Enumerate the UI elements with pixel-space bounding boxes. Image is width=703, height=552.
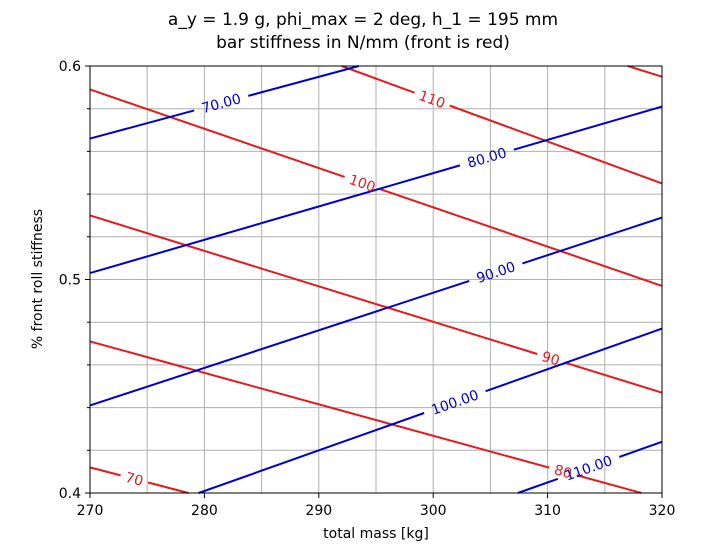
contour-line-rear [89, 164, 461, 275]
contour-line-front [576, 474, 642, 494]
contour-line-rear [522, 216, 663, 265]
x-tick-label: 290 [305, 503, 332, 519]
axis-ticks: 270 280 290 300 310 320 0.4 0.5 0.6 [59, 59, 676, 519]
x-tick-label: 300 [420, 503, 447, 519]
chart-title-line1: a_y = 1.9 g, phi_max = 2 deg, h_1 = 195 … [168, 10, 558, 30]
contour-label-rear: 70.00 [200, 91, 243, 117]
grid [89, 65, 663, 494]
contour-line-rear [618, 440, 663, 458]
y-axis-label: % front roll stiffness [30, 209, 46, 349]
y-tick-label: 0.4 [59, 486, 81, 502]
x-tick-label: 310 [534, 503, 561, 519]
contour-line-front [449, 104, 663, 185]
contour-line-front [89, 88, 345, 178]
contour-line-front [564, 361, 663, 394]
y-tick-label: 0.5 [59, 273, 81, 289]
contour-line-rear [247, 65, 360, 97]
contour-line-rear [198, 412, 425, 494]
x-axis-label: total mass [kg] [323, 526, 429, 542]
contour-line-front [627, 65, 663, 78]
chart-title-line2: bar stiffness in N/mm (front is red) [216, 33, 510, 53]
contour-line-rear [517, 477, 559, 494]
contour-lines [89, 65, 663, 494]
contour-label-rear: 100.00 [429, 387, 481, 418]
contour-label-front: 90 [540, 349, 562, 370]
contour-line-front [147, 481, 189, 494]
contour-line-front [89, 214, 538, 355]
contour-line-rear [485, 327, 663, 393]
contour-line-front [89, 340, 550, 469]
x-tick-label: 320 [649, 503, 676, 519]
x-tick-label: 270 [77, 503, 104, 519]
contour-line-rear [513, 105, 663, 151]
contour-label-rear: 110.00 [563, 453, 615, 485]
contour-line-front [89, 466, 121, 477]
contour-label-rear: 80.00 [466, 145, 509, 172]
contour-line-rear [89, 109, 195, 140]
contour-label-rear: 90.00 [475, 259, 518, 287]
contour-label-front: 70 [123, 470, 144, 490]
contour-line-front [341, 65, 415, 94]
contour-line-front [379, 188, 663, 287]
contour-label-front: 100 [347, 172, 377, 196]
y-tick-label: 0.6 [59, 59, 81, 75]
x-tick-label: 280 [191, 503, 218, 519]
contour-line-rear [89, 279, 470, 407]
contour-label-front: 80 [552, 462, 573, 482]
